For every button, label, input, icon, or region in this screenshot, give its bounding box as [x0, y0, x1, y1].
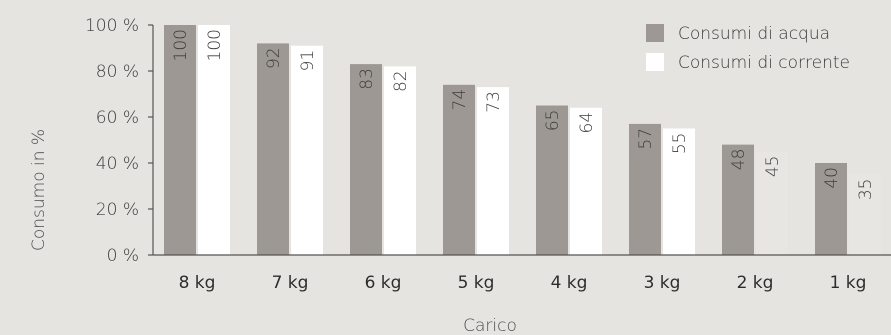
legend: Consumi di acqua Consumi di corrente	[646, 24, 850, 73]
legend-label: Consumi di acqua	[678, 24, 830, 44]
bar-power	[198, 25, 230, 255]
bar-water	[536, 105, 568, 255]
x-tick-label: 7 kg	[272, 273, 309, 293]
x-tick-label: 5 kg	[458, 273, 495, 293]
bar-value-label: 48	[729, 149, 749, 171]
y-tick-label: 40 %	[96, 154, 139, 174]
bar-power	[384, 66, 416, 256]
x-tick-label: 1 kg	[830, 273, 867, 293]
y-axis-title: Consumo in %	[29, 129, 49, 251]
bar-value-label: 65	[543, 110, 563, 132]
x-tick-label: 4 kg	[551, 273, 588, 293]
bar-value-label: 35	[856, 179, 876, 201]
bar-value-label: 45	[763, 156, 783, 178]
bar-value-label: 82	[391, 70, 411, 92]
bar-power	[477, 87, 509, 255]
x-tick-label: 8 kg	[179, 273, 216, 293]
legend-swatch	[646, 53, 664, 71]
x-axis-title: Carico	[463, 316, 517, 335]
y-tick-label: 60 %	[96, 108, 139, 128]
bar-value-label: 57	[636, 128, 656, 150]
bar-water	[350, 64, 382, 255]
y-tick-label: 20 %	[96, 200, 139, 220]
bar-water	[443, 84, 475, 255]
bar-value-label: 73	[484, 91, 504, 113]
bar-value-label: 100	[205, 29, 225, 61]
bars: 100 100 92 91 83 82 74 73 65 64 57 55 48 45 40 35	[164, 25, 881, 256]
bar-power	[663, 128, 695, 255]
legend-label: Consumi di corrente	[678, 53, 850, 73]
x-tick-label: 2 kg	[737, 273, 774, 293]
bar-water	[815, 163, 847, 255]
x-axis: 8 kg 7 kg 6 kg 5 kg 4 kg 3 kg 2 kg 1 kg	[153, 254, 891, 293]
y-tick-label: 100 %	[85, 16, 139, 36]
bar-power	[756, 151, 788, 255]
bar-value-label: 91	[298, 50, 318, 72]
y-tick-label: 0 %	[107, 246, 139, 266]
bar-value-label: 55	[670, 133, 690, 155]
x-tick-label: 6 kg	[365, 273, 402, 293]
bar-power	[570, 107, 602, 255]
bar-water	[722, 144, 754, 255]
bar-power	[849, 174, 881, 255]
y-tick-label: 80 %	[96, 62, 139, 82]
bar-value-label: 64	[577, 112, 597, 134]
bar-value-label: 74	[450, 89, 470, 111]
bar-value-label: 100	[171, 29, 191, 61]
bar-water	[164, 25, 196, 255]
bar-power	[291, 45, 323, 256]
bar-water	[629, 123, 661, 256]
bar-water	[257, 43, 289, 256]
bar-value-label: 92	[264, 47, 284, 69]
legend-swatch	[646, 24, 664, 42]
y-axis: 0 % 20 % 40 % 60 % 80 % 100 %	[85, 16, 154, 266]
bar-value-label: 83	[357, 68, 377, 90]
bar-value-label: 40	[822, 167, 842, 189]
x-tick-label: 3 kg	[644, 273, 681, 293]
